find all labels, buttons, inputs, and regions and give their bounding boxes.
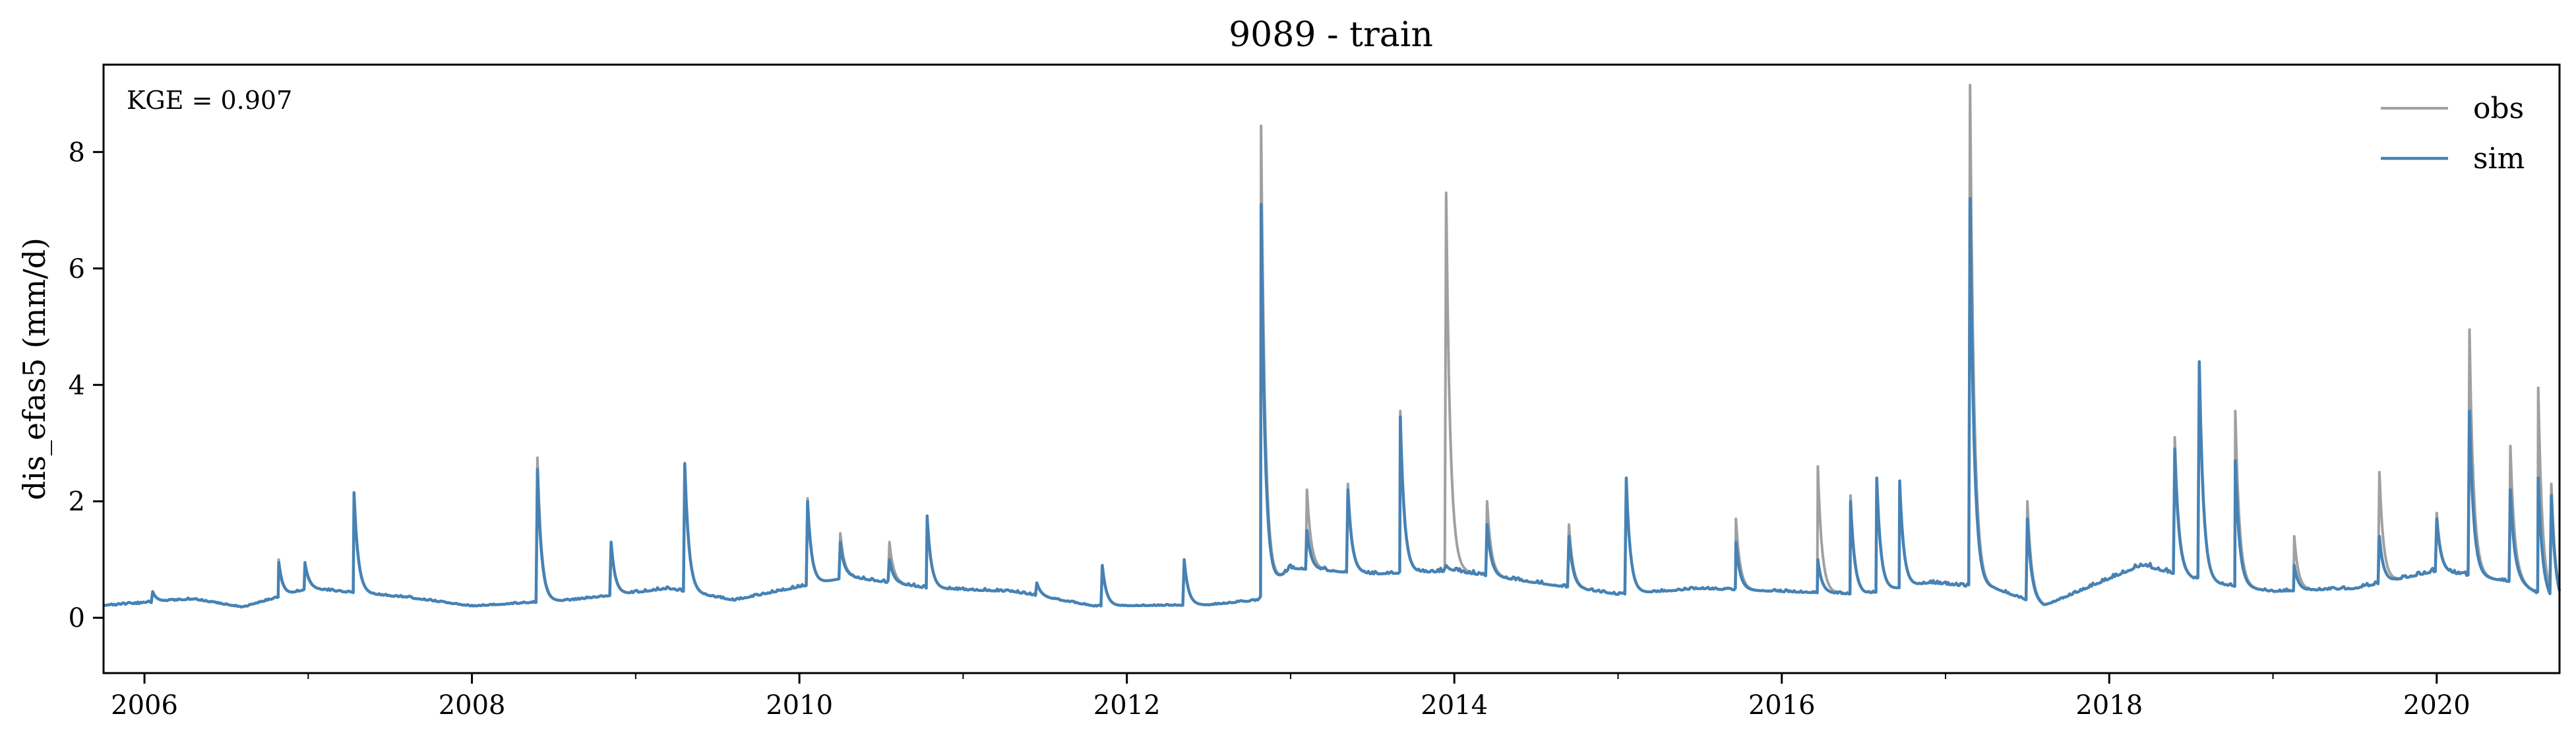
y-tick-label: 6 — [69, 254, 85, 284]
sim-series-line — [103, 197, 2561, 609]
legend-obs-label: obs — [2473, 92, 2524, 125]
x-tick-label: 2008 — [439, 690, 506, 721]
plot-frame — [102, 63, 2561, 674]
y-tick-label: 4 — [69, 370, 85, 401]
x-tick-label: 2012 — [1093, 690, 1161, 721]
y-tick-label: 0 — [69, 603, 85, 633]
x-tick-label: 2020 — [2403, 690, 2470, 721]
x-tick-label: 2006 — [111, 690, 178, 721]
y-tick-label: 8 — [69, 137, 85, 168]
x-axis: 2006 2008 2010 2012 2014 2016 2018 2020 — [111, 673, 2470, 721]
y-axis: 0 2 4 6 8 — [69, 137, 104, 633]
x-tick-label: 2010 — [766, 690, 833, 721]
kge-annotation: KGE = 0.907 — [127, 86, 292, 115]
y-axis-label: dis_efas5 (mm/d) — [16, 238, 52, 500]
obs-series-line — [103, 83, 2561, 608]
y-tick-label: 2 — [69, 487, 85, 517]
legend-sim-label: sim — [2473, 142, 2525, 176]
legend: obs sim — [2381, 92, 2525, 176]
x-tick-label: 2018 — [2075, 690, 2143, 721]
series-layer — [103, 83, 2561, 609]
chart-title: 9089 - train — [1229, 15, 1433, 55]
x-tick-label: 2016 — [1748, 690, 1816, 721]
x-tick-label: 2014 — [1421, 690, 1488, 721]
